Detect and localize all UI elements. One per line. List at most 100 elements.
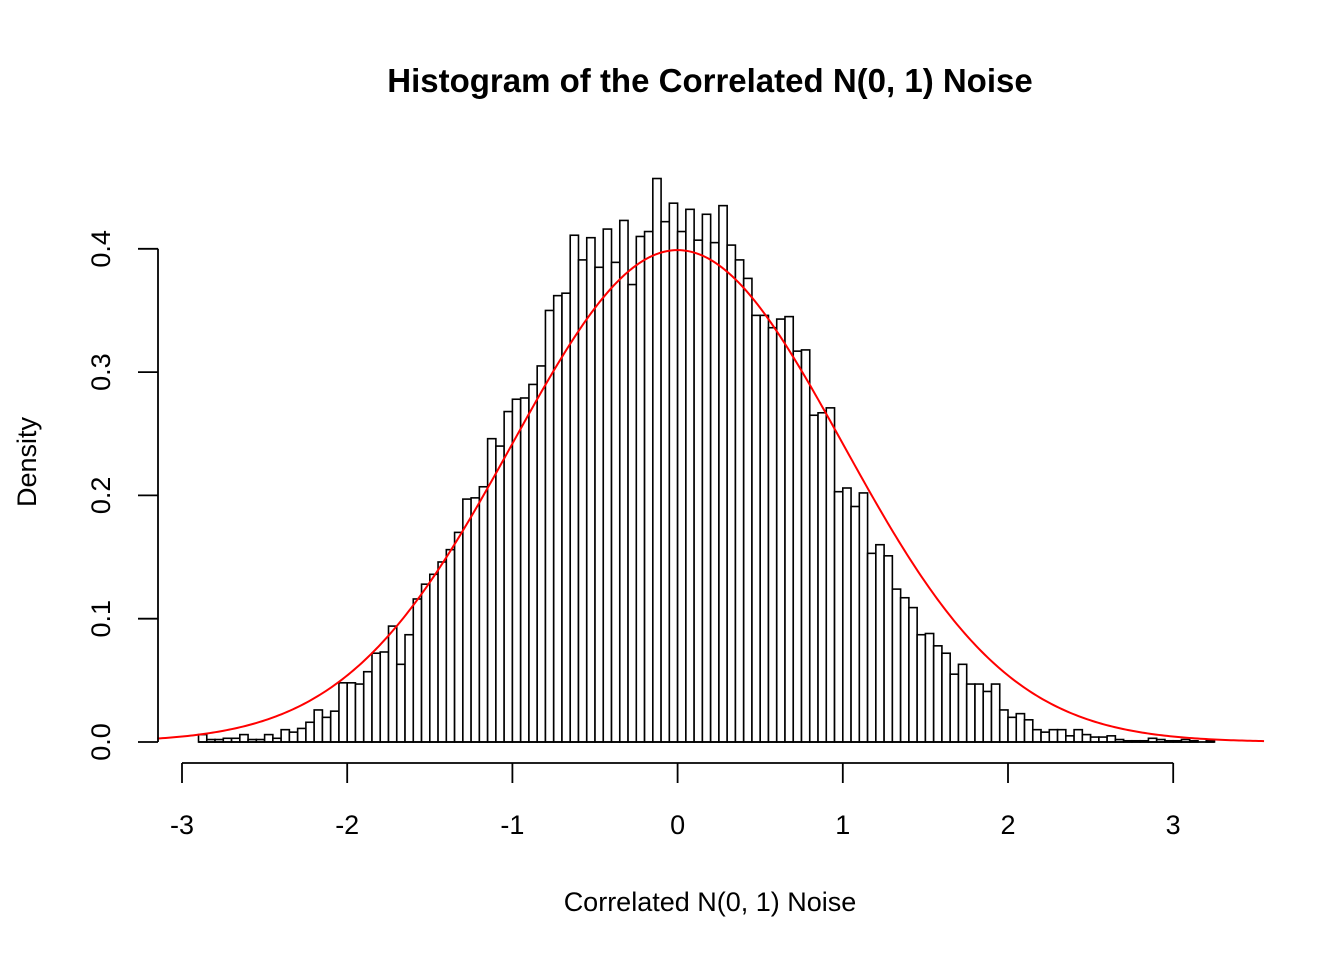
x-tick-label: -3	[170, 810, 194, 840]
histogram-bar	[594, 266, 605, 743]
histogram-bar	[1073, 728, 1084, 743]
histogram-bar	[362, 670, 373, 743]
histogram-bar	[536, 365, 547, 743]
histogram-bar	[321, 716, 332, 743]
histogram-bar	[916, 633, 927, 743]
histogram-bar	[1081, 733, 1092, 743]
density-curve-layer	[157, 249, 1265, 743]
histogram-bar	[519, 397, 530, 743]
histogram-bar	[875, 543, 885, 743]
histogram-bar	[924, 632, 935, 743]
histogram-bar	[470, 497, 481, 743]
y-tick-label: 0.1	[86, 600, 116, 638]
histogram-bar	[643, 230, 654, 743]
histogram-bar	[808, 414, 819, 743]
y-axis: 0.0 0.1 0.2 0.3 0.4	[86, 230, 159, 761]
histogram-bar	[627, 283, 638, 743]
histogram-bar	[974, 683, 985, 743]
histogram-bar	[445, 548, 456, 743]
histogram-bar	[858, 492, 869, 743]
histogram-bar	[742, 277, 753, 743]
histogram-bar	[437, 561, 448, 743]
histogram-bar	[676, 230, 687, 743]
histogram-bar	[652, 177, 662, 743]
histogram-bar	[1007, 716, 1018, 743]
x-tick-label: 1	[835, 810, 850, 840]
histogram-bar	[379, 651, 390, 743]
histogram-bar	[395, 663, 406, 743]
histogram-bar	[346, 682, 357, 743]
histogram-bar	[635, 235, 646, 743]
histogram-bar	[371, 652, 382, 743]
histogram-bar	[602, 228, 613, 743]
histogram-bar	[561, 292, 572, 743]
histogram-bar	[511, 398, 522, 743]
histogram-bar	[726, 244, 737, 743]
histogram-bar	[420, 583, 431, 743]
y-tick-label: 0.2	[86, 477, 116, 515]
histogram-bar	[197, 733, 208, 743]
histogram-bar	[792, 350, 803, 743]
histogram-bar	[313, 709, 324, 743]
histogram-bar	[618, 219, 629, 743]
histogram-bar	[965, 683, 976, 743]
histogram-bar	[1023, 719, 1034, 743]
histogram-bar	[1015, 712, 1026, 743]
histogram-bar	[1048, 728, 1059, 743]
histogram-bar	[982, 690, 993, 743]
y-axis-label: Density	[12, 416, 42, 507]
histogram-bar	[305, 721, 315, 743]
histogram-bar	[338, 682, 349, 743]
histogram-bar	[660, 220, 671, 743]
histogram-bar	[891, 588, 902, 743]
histogram-bar	[693, 239, 704, 743]
histogram-bar	[239, 733, 249, 743]
histogram-bar	[751, 314, 762, 743]
histogram-bar	[866, 552, 877, 743]
histogram-bar	[908, 606, 918, 743]
x-axis: -3 -2 -1 0 1 2 3	[170, 762, 1181, 840]
histogram-bar	[280, 728, 291, 743]
histogram-bar	[296, 727, 307, 743]
histogram-bar	[1031, 728, 1042, 743]
histogram-bar	[941, 652, 951, 743]
histogram-bar	[288, 731, 299, 743]
x-tick-label: 0	[670, 810, 685, 840]
histogram-bar	[1056, 728, 1067, 743]
histogram-bar	[833, 490, 844, 743]
histogram-bar	[734, 259, 745, 743]
histogram-bar	[825, 407, 836, 743]
histogram-bar	[462, 498, 472, 743]
histogram-bar	[718, 204, 728, 743]
chart-title: Histogram of the Correlated N(0, 1) Nois…	[387, 62, 1032, 99]
x-axis-label: Correlated N(0, 1) Noise	[564, 887, 857, 917]
histogram-bar	[478, 485, 489, 743]
histogram-bar	[544, 309, 555, 743]
histogram-bar	[701, 213, 712, 743]
histogram-bar	[841, 487, 852, 743]
histogram-bar	[767, 326, 778, 743]
histogram-bar	[495, 445, 505, 743]
histogram-bar	[610, 261, 621, 743]
histogram-bar	[800, 349, 811, 743]
histogram-bar	[899, 596, 910, 743]
histogram-bar	[453, 531, 464, 743]
y-tick-label: 0.0	[86, 723, 116, 761]
histogram-bar	[263, 733, 274, 743]
histogram-bar	[775, 318, 786, 743]
histogram-bar	[850, 505, 861, 743]
histogram-bar	[428, 573, 439, 743]
histogram-bar	[569, 234, 580, 743]
histogram-bar	[759, 314, 770, 743]
histogram-bar	[354, 683, 365, 743]
histogram-bar	[503, 410, 514, 743]
histogram-bar	[685, 208, 695, 743]
histogram-bar	[709, 241, 720, 743]
histogram-bar	[329, 710, 340, 743]
histogram-bar	[577, 259, 588, 743]
histogram-bar	[949, 673, 960, 743]
histogram-bar	[668, 202, 679, 743]
histogram-bar	[784, 315, 795, 743]
histogram-bar	[932, 645, 943, 743]
